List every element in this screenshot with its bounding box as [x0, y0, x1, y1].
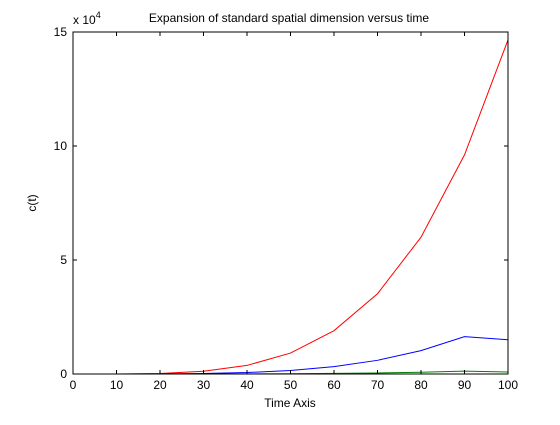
y-tick-label: 10 [54, 139, 68, 153]
x-tick-label: 10 [110, 378, 124, 392]
x-tick-label: 30 [197, 378, 211, 392]
x-axis-label: Time Axis [264, 396, 316, 410]
y-exponent-base: x 10 [73, 13, 96, 27]
y-tick-label: 5 [60, 253, 67, 267]
x-tick-label: 60 [327, 378, 341, 392]
x-tick-label: 90 [458, 378, 472, 392]
x-tick-label: 100 [498, 378, 518, 392]
x-tick-label: 80 [414, 378, 428, 392]
plot-area [73, 32, 508, 374]
x-tick-label: 70 [371, 378, 385, 392]
y-tick-label: 15 [54, 25, 68, 39]
x-tick-label: 0 [70, 378, 77, 392]
y-exponent-power: 4 [96, 10, 101, 20]
chart-title: Expansion of standard spatial dimension … [149, 11, 429, 25]
x-tick-label: 20 [153, 378, 167, 392]
y-tick-label: 0 [60, 367, 67, 381]
y-exponent-label: x 104 [73, 10, 101, 27]
axes-layer: 0 10 20 30 40 50 60 70 80 90 100 0 5 10 15 [54, 25, 519, 392]
x-tick-label: 40 [240, 378, 254, 392]
y-axis-label: c(t) [25, 194, 39, 211]
x-tick-label: 50 [284, 378, 298, 392]
